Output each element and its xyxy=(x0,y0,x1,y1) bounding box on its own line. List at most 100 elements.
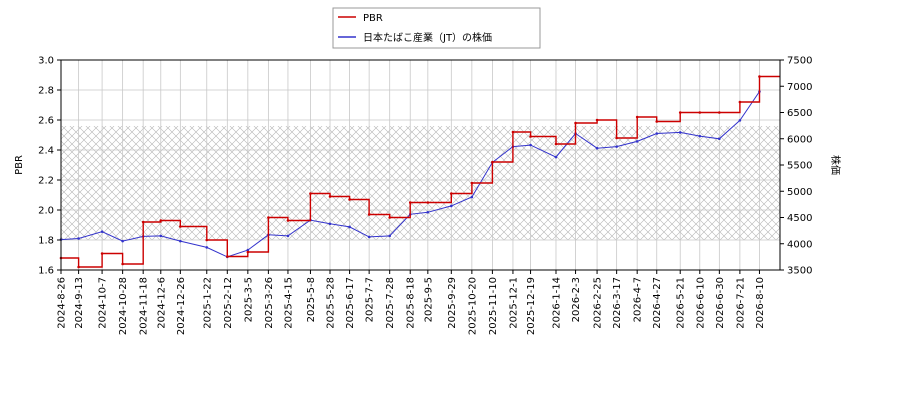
data-point-pbr xyxy=(388,216,391,219)
data-point-pbr xyxy=(511,130,515,134)
data-point-pbr xyxy=(367,213,371,216)
x-tick-label: 2026-8-10 xyxy=(755,277,766,329)
data-point-pbr xyxy=(267,216,270,219)
y-tick-label-left: 3.0 xyxy=(38,56,54,67)
data-point-pbr xyxy=(179,225,182,228)
y-tick-label-left: 1.8 xyxy=(38,236,54,247)
y-tick-label-right: 7000 xyxy=(787,82,812,93)
legend: PBR 日本たばこ産業（JT）の株価 xyxy=(332,7,541,49)
data-point-pbr xyxy=(470,181,474,185)
x-tick-label: 2025-4-15 xyxy=(283,277,294,329)
data-point-pbr xyxy=(678,111,682,114)
data-point-pbr xyxy=(205,238,209,242)
x-tick-label: 2025-5-28 xyxy=(326,277,337,329)
legend-label-price: 日本たばこ産業（JT）の株価 xyxy=(363,31,492,44)
x-tick-label: 2026-3-17 xyxy=(612,277,623,329)
data-point-pbr xyxy=(574,121,577,125)
x-tick-label: 2026-6-30 xyxy=(715,277,726,329)
data-point-pbr xyxy=(77,265,80,269)
x-tick-label: 2025-3-26 xyxy=(264,277,275,329)
y-tick-label-left: 2.2 xyxy=(38,176,54,187)
y-tick-label-right: 5000 xyxy=(787,187,812,198)
data-point-price xyxy=(595,146,599,150)
data-point-price xyxy=(655,132,659,135)
data-point-price xyxy=(179,239,182,243)
y-axis-left: 1.6 1.8 2.0 2.2 2.4 2.6 2.8 3.0 xyxy=(38,56,61,277)
data-point-price xyxy=(367,235,371,239)
y-tick-label-left: 2.0 xyxy=(38,206,54,217)
x-tick-label: 2024-8-26 xyxy=(57,277,68,329)
x-tick-label: 2025-12-19 xyxy=(526,277,537,335)
data-point-price xyxy=(328,222,332,226)
data-point-price xyxy=(615,145,618,148)
x-tick-label: 2024-10-28 xyxy=(118,277,129,335)
x-tick-label: 2025-3-5 xyxy=(243,277,254,322)
data-point-pbr xyxy=(738,100,742,104)
data-point-pbr xyxy=(718,111,721,114)
y-tick-label-left: 1.6 xyxy=(38,266,54,277)
data-point-price xyxy=(635,140,639,143)
x-tick-label: 2025-5-8 xyxy=(306,277,317,322)
x-tick-label: 2025-8-18 xyxy=(406,277,417,329)
data-point-pbr xyxy=(615,136,618,140)
data-point-pbr xyxy=(655,120,659,123)
shaded-band xyxy=(61,126,780,240)
data-point-price xyxy=(450,204,453,208)
data-point-pbr xyxy=(159,219,163,222)
x-tick-label: 2025-9-29 xyxy=(447,277,458,329)
data-point-pbr xyxy=(309,192,312,195)
y-tick-label-right: 3500 xyxy=(787,266,812,277)
data-point-pbr xyxy=(758,75,761,78)
x-tick-label: 2025-11-10 xyxy=(488,277,499,335)
data-point-price xyxy=(554,155,558,159)
x-tick-label: 2024-9-13 xyxy=(74,277,85,329)
data-point-price xyxy=(205,246,209,249)
data-point-pbr xyxy=(635,115,639,119)
x-tick-label: 2025-9-5 xyxy=(423,277,434,322)
x-tick-label: 2026-6-10 xyxy=(695,277,706,329)
data-point-price xyxy=(100,230,104,233)
data-point-price xyxy=(470,195,474,199)
x-tick-label: 2026-1-14 xyxy=(551,277,562,329)
data-point-pbr xyxy=(426,201,430,204)
x-tick-label: 2026-7-21 xyxy=(735,277,746,329)
data-point-price xyxy=(348,225,351,229)
x-tick-label: 2026-5-21 xyxy=(676,277,687,329)
data-point-pbr xyxy=(328,195,332,198)
data-point-price xyxy=(738,119,742,122)
data-point-price xyxy=(77,237,80,240)
data-point-pbr xyxy=(286,219,290,222)
data-point-pbr xyxy=(554,142,558,146)
x-tick-label: 2024-12-6 xyxy=(156,277,167,329)
x-tick-label: 2025-7-7 xyxy=(365,277,376,322)
y-tick-label-right: 7500 xyxy=(787,56,812,67)
data-point-price xyxy=(159,234,163,238)
data-point-pbr xyxy=(246,250,250,254)
x-tick-label: 2025-7-28 xyxy=(385,277,396,329)
data-point-price xyxy=(121,239,124,243)
x-tick-label: 2024-12-26 xyxy=(176,277,187,335)
data-point-price xyxy=(426,210,430,214)
data-point-pbr xyxy=(698,111,702,114)
data-point-pbr xyxy=(491,160,494,164)
data-point-price xyxy=(698,134,702,138)
y-tick-label-right: 6500 xyxy=(787,108,812,119)
y-tick-label-left: 2.6 xyxy=(38,116,54,127)
x-axis: 2024-8-26 2024-9-13 2024-10-7 2024-10-28 202… xyxy=(57,270,766,335)
y-tick-label-right: 5500 xyxy=(787,161,812,172)
x-tick-label: 2025-6-17 xyxy=(345,277,356,329)
legend-box xyxy=(332,7,541,49)
y-tick-label-right: 4500 xyxy=(787,213,812,224)
y-axis-right: 3500 4000 4500 5000 5500 6000 6500 7000 7500 xyxy=(780,56,812,277)
data-point-price xyxy=(388,234,391,238)
y-axis-right-title: 株価 xyxy=(829,155,842,175)
y-tick-label-left: 2.4 xyxy=(38,146,54,157)
x-tick-label: 2025-2-12 xyxy=(223,277,234,329)
data-point-price xyxy=(286,234,290,238)
x-tick-label: 2026-4-27 xyxy=(652,277,663,329)
data-point-price xyxy=(246,248,250,252)
x-tick-label: 2026-2-3 xyxy=(571,277,582,322)
series-layer xyxy=(59,75,780,269)
data-point-pbr xyxy=(529,135,532,138)
